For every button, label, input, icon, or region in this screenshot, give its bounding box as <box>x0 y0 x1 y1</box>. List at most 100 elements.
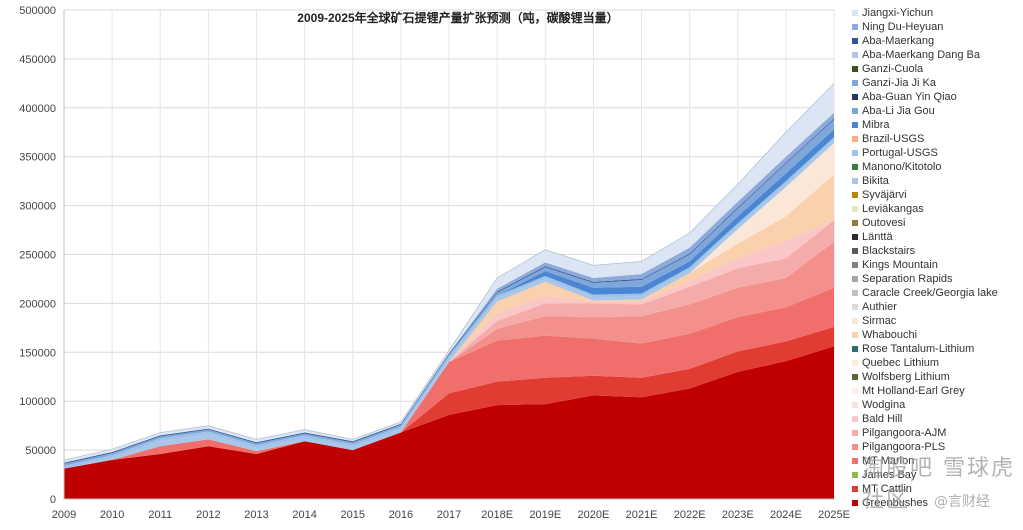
legend-swatch <box>852 402 858 408</box>
legend-item: Wolfsberg Lithium <box>852 370 1022 384</box>
area-mt-cattlin <box>64 326 834 469</box>
legend-label: Mt Holland-Earl Grey <box>862 385 965 397</box>
legend-label: Portugal-USGS <box>862 147 938 159</box>
watermark-text: 淘股吧 雪球虎社区 <box>862 456 1015 513</box>
legend-swatch <box>852 346 858 352</box>
legend-swatch <box>852 178 858 184</box>
legend-label: Mibra <box>862 119 890 131</box>
legend-label: Bikita <box>862 175 889 187</box>
x-tick-label: 2022E <box>674 509 706 521</box>
legend-item: Greenbushes <box>852 496 1022 510</box>
legend-swatch <box>852 10 858 16</box>
legend-label: Pilgangoora-AJM <box>862 427 947 439</box>
x-tick-label: 2016 <box>389 509 413 521</box>
legend-item: Outovesi <box>852 216 1022 230</box>
legend-swatch <box>852 500 858 506</box>
area-greenbushes <box>64 346 834 499</box>
x-tick-label: 2020E <box>577 509 609 521</box>
legend-item: Kings Mountain <box>852 258 1022 272</box>
legend-swatch <box>852 318 858 324</box>
x-tick-label: 2019E <box>529 509 561 521</box>
legend-label: Blackstairs <box>862 245 916 257</box>
legend-item: Ganzi-Jia Ji Ka <box>852 76 1022 90</box>
legend-swatch <box>852 136 858 142</box>
x-tick-label: 2010 <box>100 509 124 521</box>
legend-label: Pilgangoora-PLS <box>862 441 946 453</box>
legend-label: Aba-Li Jia Gou <box>862 105 935 117</box>
legend-item: Syväjärvi <box>852 188 1022 202</box>
legend-label: Greenbushes <box>862 497 929 509</box>
legend-swatch <box>852 486 858 492</box>
legend-item: James Bay <box>852 468 1022 482</box>
legend-swatch <box>852 388 858 394</box>
legend-item: Brazil-USGS <box>852 132 1022 146</box>
chart-title: 2009-2025年全球矿石提锂产量扩张预测（吨，碳酸锂当量） <box>297 10 618 25</box>
legend-item: Bikita <box>852 174 1022 188</box>
legend-item: Separation Rapids <box>852 272 1022 286</box>
x-tick-label: 2014 <box>292 509 316 521</box>
legend-swatch <box>852 52 858 58</box>
series-areas <box>63 83 835 499</box>
legend-item: Portugal-USGS <box>852 146 1022 160</box>
legend-item: MT Cattlin <box>852 482 1022 496</box>
x-tick-label: 2023E <box>722 509 754 521</box>
legend-label: Quebec Lithium <box>862 357 940 369</box>
legend-swatch <box>852 220 858 226</box>
x-tick-label: 2012 <box>196 509 220 521</box>
legend-item: Ning Du-Heyuan <box>852 20 1022 34</box>
y-tick-label: 300000 <box>19 201 56 213</box>
legend-swatch <box>852 38 858 44</box>
x-tick-label: 2021E <box>626 509 658 521</box>
legend-swatch <box>852 80 858 86</box>
legend-label: Wodgina <box>862 399 906 411</box>
legend-item: Quebec Lithium <box>852 356 1022 370</box>
x-tick-label: 2025E <box>818 509 850 521</box>
legend-swatch <box>852 304 858 310</box>
legend-label: Bald Hill <box>862 413 903 425</box>
legend-swatch <box>852 108 858 114</box>
legend-label: Aba-Guan Yin Qiao <box>862 91 957 103</box>
legend-item: Whabouchi <box>852 328 1022 342</box>
legend-label: Jiangxi-Yichun <box>862 7 934 19</box>
y-tick-label: 150000 <box>19 347 56 359</box>
legend-item: Sirmac <box>852 314 1022 328</box>
legend-item: Aba-Maerkang Dang Ba <box>852 48 1022 62</box>
legend-label: MT Cattlin <box>862 483 912 495</box>
legend-item: Wodgina <box>852 398 1022 412</box>
legend-item: Aba-Guan Yin Qiao <box>852 90 1022 104</box>
legend-item: Blackstairs <box>852 244 1022 258</box>
watermark-handle: @言财经 <box>934 494 990 510</box>
x-tick-label: 2017 <box>437 509 461 521</box>
legend-label: Kings Mountain <box>862 259 938 271</box>
legend-item: Ganzi-Cuola <box>852 62 1022 76</box>
legend-swatch <box>852 122 858 128</box>
legend-swatch <box>852 248 858 254</box>
legend-label: Leviäkangas <box>862 203 924 215</box>
axes: 0 50000 100000 150000 200000 250000 300000 3500… <box>19 5 850 521</box>
legend-item: Bald Hill <box>852 412 1022 426</box>
y-tick-label: 100000 <box>19 396 56 408</box>
legend-item: Caracle Creek/Georgia lake <box>852 286 1022 300</box>
legend-swatch <box>852 444 858 450</box>
legend-swatch <box>852 472 858 478</box>
x-tick-label: 2009 <box>52 509 76 521</box>
legend-swatch <box>852 360 858 366</box>
legend-item: Leviäkangas <box>852 202 1022 216</box>
legend-label: Rose Tantalum-Lithium <box>862 343 975 355</box>
y-tick-label: 400000 <box>19 103 56 115</box>
x-tick-label: 2024E <box>770 509 802 521</box>
legend-label: Manono/Kitotolo <box>862 161 942 173</box>
y-tick-label: 50000 <box>25 445 56 457</box>
legend-swatch <box>852 66 858 72</box>
legend-swatch <box>852 374 858 380</box>
y-tick-label: 500000 <box>19 5 56 17</box>
legend: Jiangxi-Yichun Ning Du-Heyuan Aba-Maerkang… <box>852 6 1022 510</box>
x-tick-label: 2011 <box>148 509 172 521</box>
legend-item: Jiangxi-Yichun <box>852 6 1022 20</box>
legend-swatch <box>852 206 858 212</box>
legend-item: Rose Tantalum-Lithium <box>852 342 1022 356</box>
legend-swatch <box>852 276 858 282</box>
legend-label: Whabouchi <box>862 329 918 341</box>
legend-item: Pilgangoora-PLS <box>852 440 1022 454</box>
